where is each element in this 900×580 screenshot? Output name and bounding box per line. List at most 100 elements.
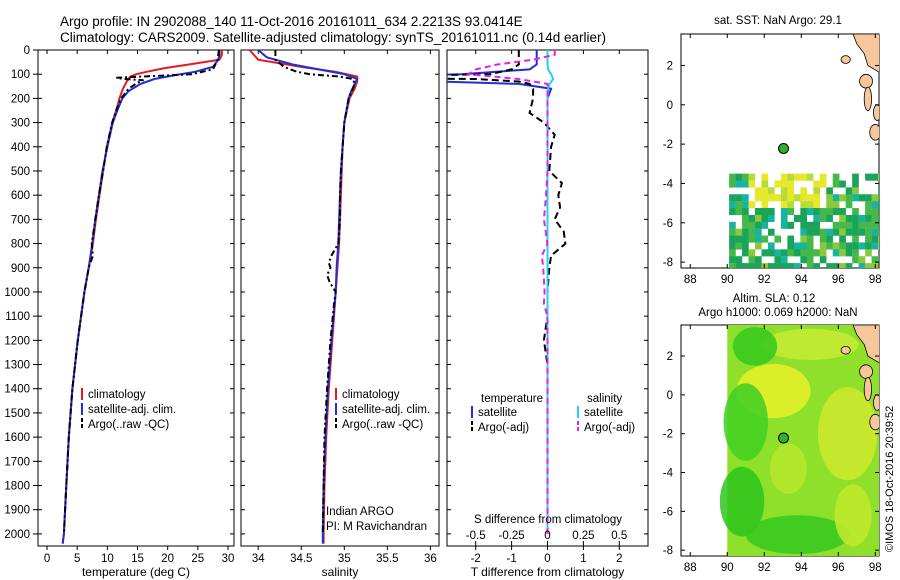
sst-pixel — [774, 235, 782, 243]
depth-tick-label: 300 — [11, 118, 30, 130]
sst-pixel — [826, 263, 833, 268]
sst-pixel — [787, 208, 795, 216]
land-island — [859, 73, 873, 89]
series-line-climatology — [61, 50, 223, 544]
sst-pixel — [787, 173, 795, 181]
sst-pixel — [832, 249, 840, 257]
sla-map-title2: Argo h1000: 0.069 h2000: NaN — [698, 307, 857, 319]
sst-pixel — [832, 180, 840, 188]
depth-tick-label: 1000 — [4, 287, 30, 299]
sst-pixel — [832, 242, 840, 250]
sst-pixel — [755, 235, 762, 243]
sst-pixel — [845, 194, 853, 202]
sst-pixel — [761, 173, 769, 181]
map-x-tick-label: 88 — [684, 274, 697, 286]
sst-pixel — [742, 228, 749, 236]
sst-pixel — [793, 194, 801, 202]
sla-anomaly-patch — [745, 515, 850, 555]
land-island — [869, 124, 879, 141]
sst-pixel — [735, 201, 743, 209]
sst-pixel — [846, 270, 853, 277]
sst-pixel — [871, 173, 879, 181]
land-island — [863, 377, 872, 402]
legend-label: Argo(..raw -QC) — [88, 419, 169, 431]
land-island — [873, 104, 879, 121]
sst-pixel — [748, 201, 756, 209]
series-group — [248, 50, 359, 544]
sst-pixel — [755, 208, 762, 216]
sst-pixel — [819, 180, 827, 188]
sst-pixel — [819, 173, 827, 181]
sst-pixel — [729, 228, 736, 236]
sst-pixel — [839, 214, 846, 222]
map-x-tick-label: 98 — [869, 274, 882, 286]
x-tick-label: 25 — [191, 553, 204, 565]
sla-anomaly-patch — [732, 326, 778, 366]
depth-tick-label: 1900 — [4, 505, 30, 517]
legend-label: satellite — [584, 407, 623, 419]
sst-pixel — [858, 228, 866, 236]
sst-pixel — [748, 180, 756, 188]
sst-pixel — [852, 208, 859, 216]
depth-tick-label: 1300 — [4, 360, 30, 372]
map-y-tick-label: 2 — [667, 60, 673, 72]
x-tick-label: 1 — [580, 553, 586, 565]
sst-pixel — [793, 214, 801, 222]
sla-map-title1: Altim. SLA: 0.12 — [733, 293, 815, 305]
sst-pixel — [748, 221, 756, 229]
sst-pixel — [852, 249, 859, 257]
s-tick-label: 0 — [544, 530, 550, 542]
sst-pixel — [729, 256, 736, 264]
x-tick-label: -2 — [471, 553, 481, 565]
sst-pixel — [878, 221, 879, 229]
depth-axis: 0 100 200 300 400 500 600 700 800 900 1000 1100 1200… — [4, 45, 38, 541]
sst-pixel — [832, 221, 840, 229]
sst-pixel — [806, 194, 814, 202]
sst-pixel — [767, 263, 775, 268]
depth-tick-label: 0 — [24, 45, 30, 57]
sst-pixel — [742, 249, 749, 257]
sst-pixel — [832, 173, 840, 181]
sst-pixel — [832, 263, 840, 268]
sst-pixel — [832, 228, 840, 236]
sst-pixel — [865, 249, 872, 257]
s-tick-label: 0.25 — [572, 530, 594, 542]
depth-tick-label: 2000 — [4, 529, 30, 541]
sst-pixel — [748, 214, 756, 222]
s-tick-label: -0.5 — [466, 530, 486, 542]
sst-pixel — [780, 249, 788, 257]
land-island — [873, 394, 879, 411]
sst-pixel — [865, 235, 872, 243]
salinity-panel: 34 34.5 35 35.5 36 salinity climatology satelli… — [240, 49, 440, 579]
map-y-tick-label: 0 — [667, 100, 673, 112]
sst-pixel — [742, 242, 749, 250]
sst-pixel — [800, 249, 808, 257]
sst-pixel — [774, 194, 782, 202]
sst-pixel — [780, 201, 788, 209]
sst-pixel — [787, 270, 794, 277]
sst-pixel — [787, 249, 795, 257]
sst-pixel — [800, 201, 808, 209]
sst-pixel — [800, 256, 808, 264]
sst-pixel — [761, 221, 769, 229]
sst-pixel — [839, 242, 846, 250]
sst-pixel — [832, 208, 840, 216]
sst-pixel — [813, 263, 820, 268]
sst-pixel — [742, 201, 749, 209]
sst-pixel — [865, 242, 872, 250]
sst-pixel — [787, 235, 795, 243]
land-island — [859, 364, 873, 379]
temperature-plot-frame — [37, 49, 235, 547]
x-tick-label: 2 — [616, 553, 622, 565]
sst-pixel — [858, 256, 866, 264]
map-x-tick-label: 90 — [721, 274, 734, 286]
sst-pixel — [748, 228, 756, 236]
depth-tick-label: 100 — [11, 69, 30, 81]
sst-pixel — [852, 180, 859, 188]
sst-pixel — [806, 228, 814, 236]
map-y-tick-label: -2 — [663, 429, 673, 441]
sst-pixel — [806, 263, 814, 268]
sst-pixel — [819, 249, 827, 257]
sst-pixel — [755, 187, 762, 195]
